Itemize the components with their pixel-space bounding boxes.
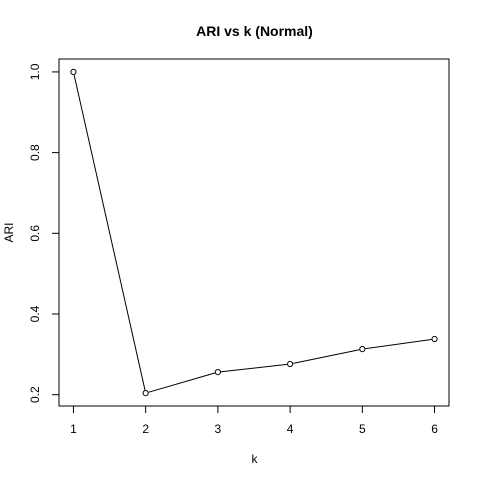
y-tick-label: 0.2 [28,386,42,403]
y-tick-label: 0.8 [28,144,42,161]
data-point [288,361,293,366]
y-axis-label: ARI [2,222,16,242]
y-tick-label: 0.6 [28,225,42,242]
x-tick-label: 6 [431,422,438,436]
x-axis-label: k [252,452,259,466]
y-tick-label: 0.4 [28,305,42,322]
x-tick-label: 3 [215,422,222,436]
x-tick-label: 1 [70,422,77,436]
x-tick-label: 4 [287,422,294,436]
y-tick-label: 1.0 [28,63,42,80]
data-point [432,336,437,341]
data-point [215,370,220,375]
data-point [143,390,148,395]
chart-title: ARI vs k (Normal) [196,23,313,39]
data-point [360,347,365,352]
x-tick-label: 5 [359,422,366,436]
x-tick-label: 2 [142,422,149,436]
data-point [71,69,76,74]
